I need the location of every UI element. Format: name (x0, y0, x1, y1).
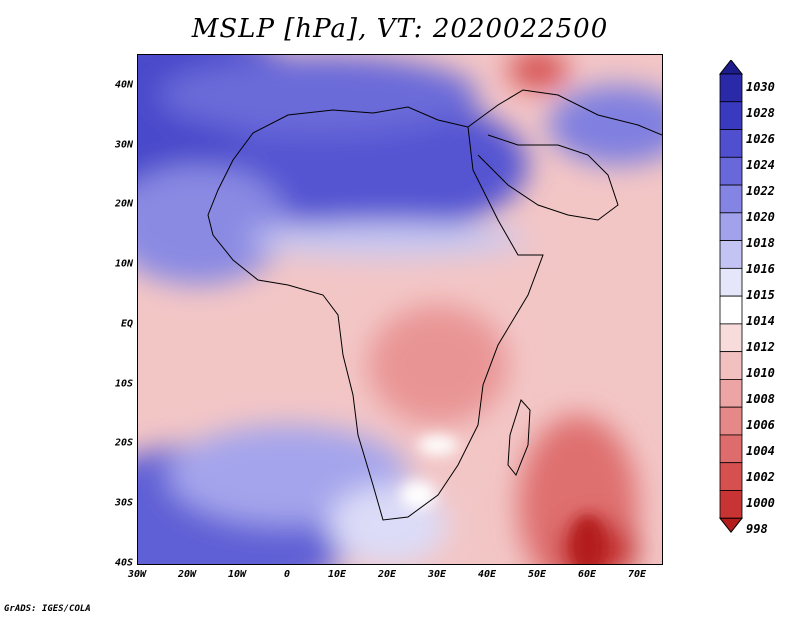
colorbar-cell (719, 212, 743, 241)
colorbar-cell (719, 73, 743, 103)
lat-tick-40n: 40N (114, 79, 133, 91)
colorbar-cell (719, 295, 743, 325)
colorbar-label: 998 (746, 522, 768, 536)
colorbar-label: 1012 (746, 340, 775, 354)
colorbar-arrow-bottom (718, 517, 744, 534)
colorbar-cell (719, 434, 743, 464)
colorbar-label: 1028 (746, 106, 775, 120)
lat-tick-40s: 40S (114, 557, 133, 569)
madagascar-outline (507, 399, 531, 476)
colorbar-label: 1026 (746, 132, 775, 146)
colorbar-label: 1020 (746, 210, 775, 224)
lon-tick-20e: 20E (377, 569, 397, 580)
lat-tick-30s: 30S (114, 497, 133, 509)
colorbar-label: 1022 (746, 184, 775, 198)
arabian-peninsula-outline (477, 134, 619, 221)
colorbar-cell (719, 351, 743, 380)
colorbar-cell (719, 240, 743, 269)
colorbar-label: 1000 (746, 496, 775, 510)
lat-tick-20n: 20N (114, 198, 133, 210)
coastline-africa (207, 89, 662, 521)
colorbar-cell (719, 406, 743, 436)
colorbar-cell (719, 462, 743, 491)
colorbar-cell (719, 379, 743, 408)
colorbar-label: 1030 (746, 80, 775, 94)
lon-tick-10w: 10W (227, 569, 247, 580)
credit-text: GrADS: IGES/COLA (4, 604, 91, 614)
lat-tick-10n: 10N (114, 258, 133, 270)
lon-tick-10e: 10E (327, 569, 347, 580)
lon-tick-50e: 50E (527, 569, 547, 580)
lat-tick-eq: EQ (120, 318, 133, 330)
colorbar-cell (719, 129, 743, 158)
lon-tick-40e: 40E (477, 569, 497, 580)
lon-tick-0: 0 (283, 569, 291, 580)
lat-tick-10s: 10S (114, 378, 133, 390)
colorbar-label: 1004 (746, 444, 775, 458)
colorbar-label: 1002 (746, 470, 775, 484)
lon-tick-70e: 70E (627, 569, 647, 580)
colorbar-label: 1006 (746, 418, 775, 432)
colorbar-label: 1014 (746, 314, 775, 328)
colorbar (718, 60, 744, 534)
lat-tick-20s: 20S (114, 437, 133, 449)
map-plot-area (137, 54, 663, 565)
colorbar-label: 1010 (746, 366, 775, 380)
lon-tick-20w: 20W (177, 569, 197, 580)
colorbar-cell (719, 267, 743, 297)
colorbar-label: 1024 (746, 158, 775, 172)
colorbar-cell (719, 101, 743, 130)
colorbar-cell (719, 184, 743, 214)
colorbar-cell (719, 323, 743, 353)
colorbar-label: 1015 (746, 288, 775, 302)
lon-tick-30w: 30W (127, 569, 147, 580)
map-title: MSLP [hPa], VT: 2020022500 (191, 14, 609, 44)
lon-tick-60e: 60E (577, 569, 597, 580)
colorbar-cell (719, 490, 743, 519)
pressure-field (138, 55, 662, 564)
colorbar-cell (719, 156, 743, 186)
colorbar-label: 1008 (746, 392, 775, 406)
colorbar-label: 1018 (746, 236, 775, 250)
colorbar-label: 1016 (746, 262, 775, 276)
colorbar-arrow-top (718, 60, 744, 75)
lon-tick-30e: 30E (427, 569, 447, 580)
lat-tick-30n: 30N (114, 139, 133, 151)
